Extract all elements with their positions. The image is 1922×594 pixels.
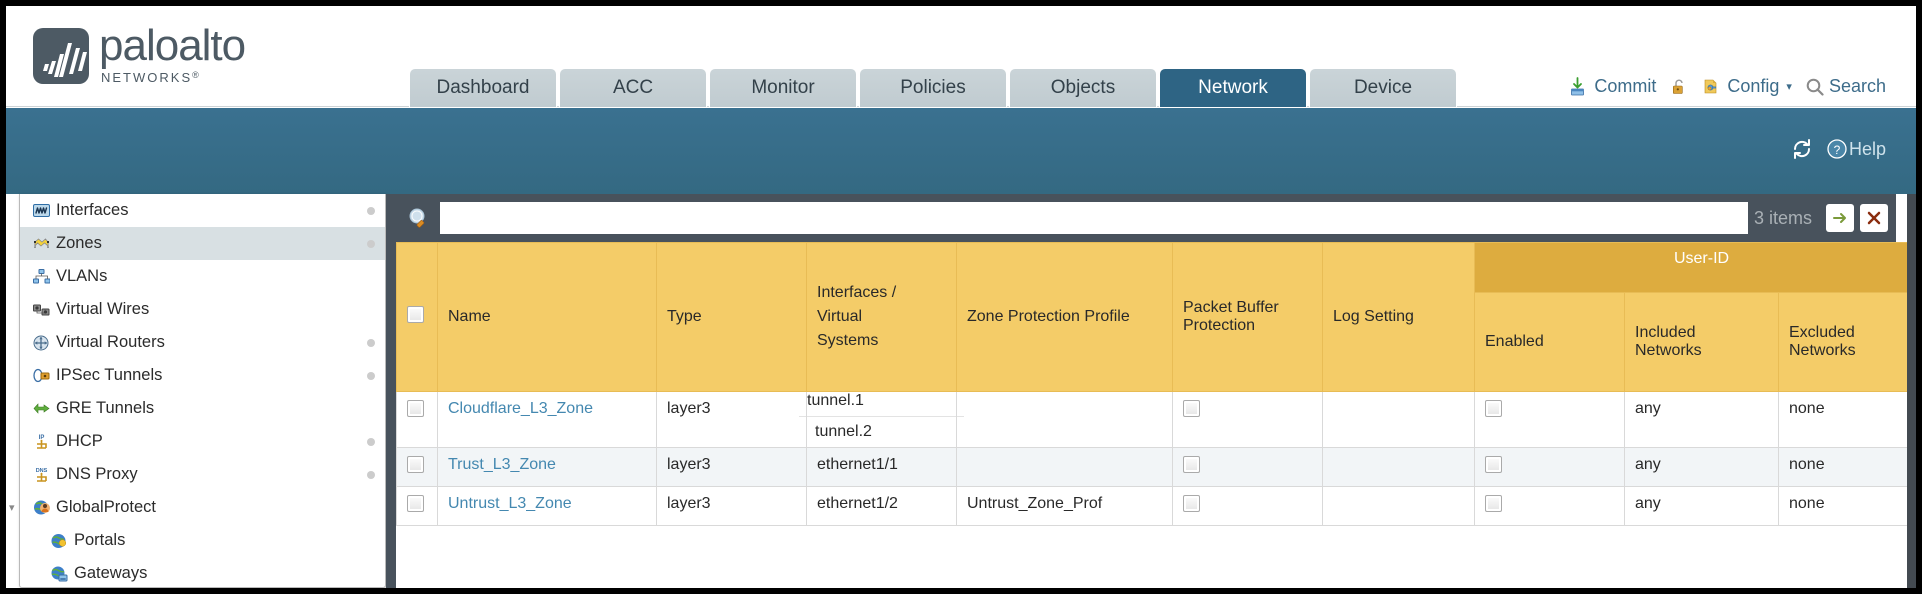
svg-text:?: ?	[1834, 143, 1841, 157]
